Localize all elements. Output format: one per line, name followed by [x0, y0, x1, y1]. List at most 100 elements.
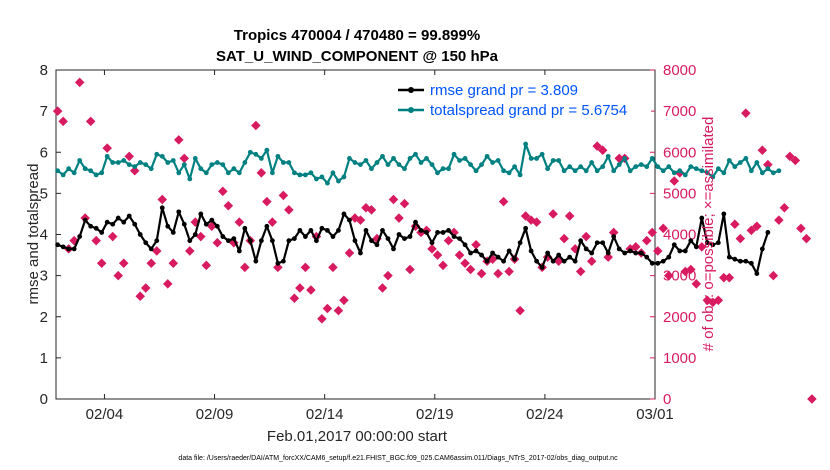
rmse-point: [715, 240, 721, 246]
rmse-point: [121, 219, 127, 225]
totalspread-point: [435, 170, 440, 176]
rmse-point: [649, 260, 655, 266]
totalspread-point: [121, 158, 127, 163]
rmse-point: [88, 223, 94, 229]
rmse-point: [435, 230, 440, 235]
obs-point: [735, 233, 746, 244]
x-tick-label: 02/19: [416, 406, 454, 423]
obs-point: [807, 394, 817, 404]
right-tick-label: 8000: [663, 62, 696, 79]
obs-point: [256, 168, 267, 178]
obs-point: [212, 237, 223, 248]
totalspread-point: [622, 156, 628, 161]
rmse-point: [633, 250, 639, 256]
totalspread-point: [517, 172, 523, 178]
rmse-point: [501, 258, 506, 264]
totalspread-point: [110, 160, 116, 165]
rmse-point: [402, 236, 407, 242]
obs-point: [339, 295, 349, 306]
totalspread-point: [776, 168, 782, 174]
rmse-point: [655, 260, 661, 266]
rmse-point: [528, 248, 534, 254]
totalspread-point: [490, 160, 495, 165]
rmse-point: [721, 211, 727, 217]
obs-point: [300, 262, 311, 273]
rmse-point: [236, 248, 242, 254]
rmse-point: [413, 219, 418, 225]
left-tick-label: 6: [40, 144, 48, 161]
rmse-point: [275, 260, 281, 266]
totalspread-point: [446, 166, 451, 172]
rmse-point: [462, 242, 468, 248]
obs-point: [201, 260, 212, 271]
rmse-point: [429, 240, 435, 246]
rmse-point: [622, 250, 628, 256]
rmse-point: [286, 238, 292, 244]
obs-point: [697, 242, 707, 252]
totalspread-point: [302, 172, 308, 178]
obs-point: [113, 270, 123, 281]
obs-point: [124, 151, 134, 162]
obs-point: [575, 266, 586, 277]
totalspread-point: [473, 168, 479, 174]
totalspread-point: [451, 151, 457, 157]
totalspread-point: [721, 170, 727, 176]
obs-point: [333, 305, 344, 316]
rmse-point: [550, 258, 556, 264]
totalspread-point: [176, 170, 182, 176]
rmse-point: [440, 230, 446, 235]
rmse-point: [611, 234, 617, 239]
totalspread-point: [181, 162, 187, 167]
obs-point: [129, 165, 140, 176]
obs-point: [741, 108, 751, 118]
obs-point: [394, 213, 404, 223]
totalspread-point: [341, 174, 347, 180]
rmse-point: [369, 238, 374, 244]
rmse-point: [605, 250, 611, 256]
totalspread-point: [71, 170, 77, 176]
totalspread-point: [578, 164, 584, 170]
obs-point: [289, 293, 300, 304]
rmse-point: [589, 250, 595, 256]
totalspread-point: [143, 162, 149, 167]
rmse-point: [176, 209, 182, 215]
obs-point: [273, 262, 283, 273]
x-tick-label: 02/09: [196, 406, 234, 423]
obs-point: [581, 231, 591, 242]
rmse-point: [424, 230, 429, 235]
totalspread-series: [55, 141, 782, 186]
totalspread-point: [314, 176, 319, 182]
totalspread-point: [165, 160, 171, 165]
rmse-point: [203, 221, 209, 227]
obs-point: [564, 211, 575, 221]
obs-point: [69, 235, 79, 246]
rmse-point: [737, 258, 743, 264]
rmse-point: [66, 246, 72, 252]
x-axis-ticks: 02/04 02/09 02/14 02/19 02/24 03/01: [86, 70, 674, 423]
obs-point: [85, 116, 96, 127]
rmse-point: [561, 258, 567, 264]
totalspread-point: [468, 162, 473, 167]
rmse-point: [253, 258, 259, 264]
left-tick-label: 2: [40, 309, 48, 326]
obs-point: [531, 217, 542, 227]
totalspread-point: [743, 156, 749, 161]
obs-point: [234, 217, 245, 227]
rmse-line: [57, 206, 769, 275]
obs-point: [218, 186, 228, 197]
rmse-point: [148, 246, 154, 252]
totalspread-point: [512, 164, 518, 170]
totalspread-point: [236, 170, 242, 176]
totalspread-point: [528, 156, 534, 161]
rmse-point: [704, 240, 710, 246]
rmse-point: [517, 240, 523, 246]
obs-point: [322, 303, 333, 314]
left-tick-label: 1: [40, 350, 48, 367]
rmse-point: [506, 248, 512, 254]
obs-point: [317, 314, 327, 324]
rmse-point: [391, 246, 396, 252]
rmse-point: [600, 240, 606, 246]
right-tick-label: 0: [663, 391, 671, 408]
rmse-point: [468, 250, 473, 256]
